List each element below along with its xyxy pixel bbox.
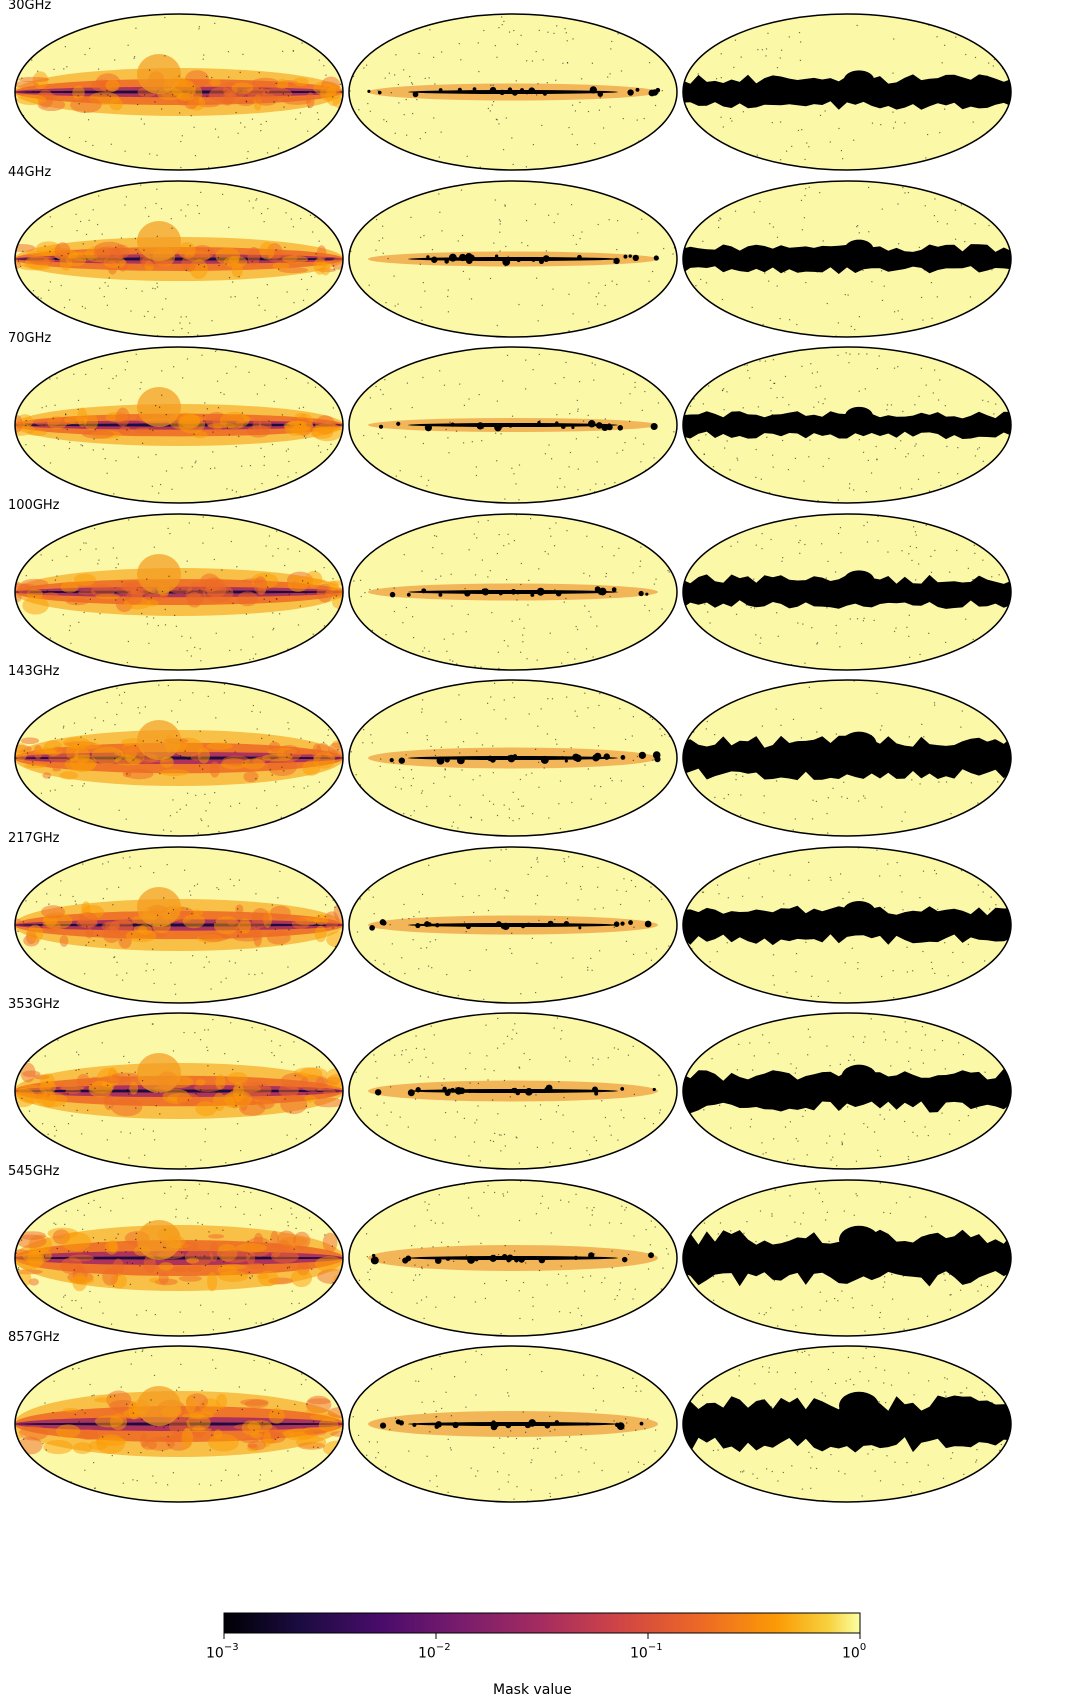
row-label: 217GHz (8, 830, 60, 846)
row-label: 857GHz (8, 1330, 60, 1345)
row-label: 353GHz (8, 997, 60, 1012)
colorbar: 10−3 10−2 10−1 100 Mask value (0, 1600, 1067, 1702)
row-label: 44GHz (8, 164, 52, 180)
mollweide-map (348, 1012, 678, 1170)
mollweide-map (682, 13, 1012, 171)
mollweide-map (682, 512, 1012, 671)
mollweide-map (14, 512, 344, 671)
colorbar-label: Mask value (493, 1682, 572, 1698)
mollweide-map (348, 512, 678, 671)
mollweide-map (348, 1178, 678, 1337)
mollweide-map (14, 346, 344, 504)
mollweide-map (682, 1012, 1012, 1170)
colorbar-tick-label: 10−3 (206, 1642, 239, 1662)
row-label: 30GHz (8, 0, 52, 13)
mollweide-map (348, 13, 678, 171)
colorbar-tick-label: 100 (842, 1642, 867, 1662)
mollweide-map (682, 1345, 1012, 1503)
row-label: 545GHz (8, 1163, 60, 1179)
row-label: 100GHz (8, 497, 60, 513)
colorbar-svg (223, 1612, 861, 1639)
mollweide-map (348, 346, 678, 504)
mollweide-map (14, 679, 344, 837)
colorbar-gradient (223, 1612, 861, 1634)
mollweide-map (682, 1178, 1012, 1337)
mollweide-map (682, 845, 1012, 1004)
mollweide-map (14, 1012, 344, 1170)
row-label: 70GHz (8, 331, 52, 346)
colorbar-tick-label: 10−1 (630, 1642, 663, 1662)
mollweide-map (14, 845, 344, 1004)
mollweide-map (14, 179, 344, 338)
mollweide-map (14, 1178, 344, 1337)
mollweide-map (14, 13, 344, 171)
mollweide-map (14, 1345, 344, 1503)
mollweide-map (348, 1345, 678, 1503)
row-label: 143GHz (8, 664, 60, 679)
mollweide-map (682, 346, 1012, 504)
mollweide-map (682, 679, 1012, 837)
mask-map-grid: 30GHz 44GHz 70GHz 100GHz 143GHz 217GHz 353GHz 5… (8, 0, 1012, 1503)
mollweide-map (682, 179, 1012, 338)
colorbar-tick-label: 10−2 (418, 1642, 451, 1662)
mollweide-map (348, 845, 678, 1004)
mollweide-map (348, 679, 678, 837)
mollweide-map (348, 179, 678, 338)
